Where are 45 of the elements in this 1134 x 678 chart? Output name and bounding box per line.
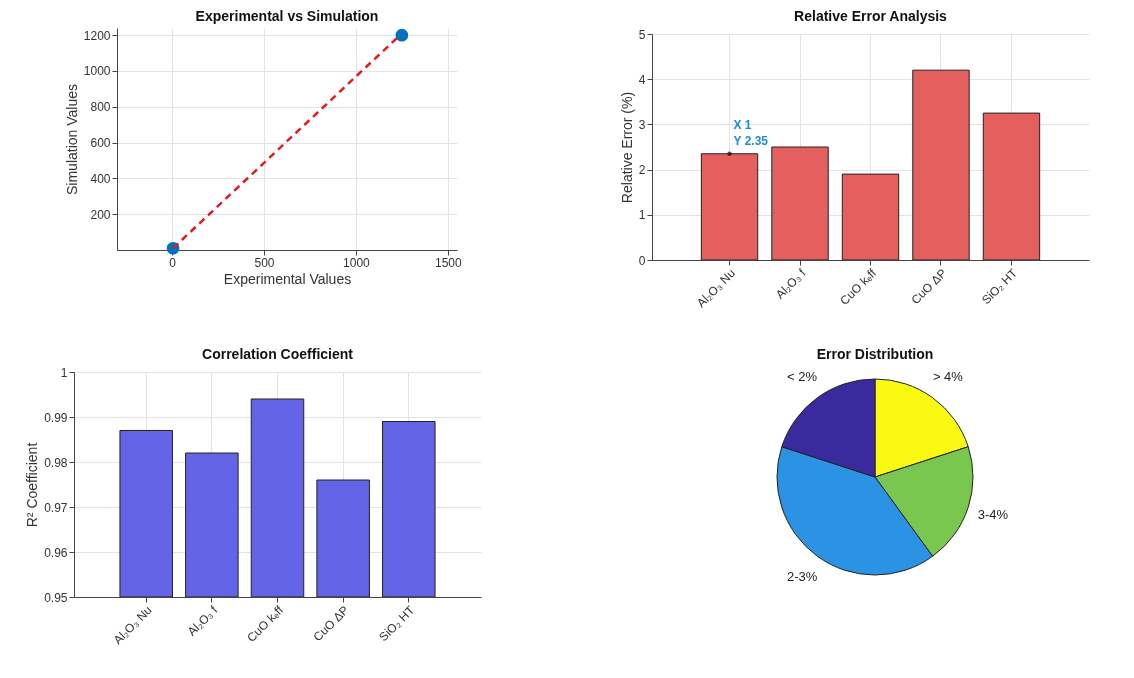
slice-label: > 4%	[932, 368, 964, 384]
x-tick-label: 1000	[343, 255, 371, 270]
y-tick-label: 3	[638, 117, 646, 132]
bar	[841, 173, 900, 260]
y-tick-label: 600	[90, 136, 111, 151]
y-axis-title: Simulation Values	[63, 83, 80, 196]
x-tick-label: CuO ΔP	[908, 266, 950, 308]
y-tick-label: 800	[90, 100, 111, 115]
x-tick-label: CuO kₑff	[244, 602, 287, 645]
x-axis-title: Experimental Values	[223, 270, 352, 287]
chart-title: Correlation Coefficient	[202, 346, 354, 362]
y-tick-label: 1200	[83, 28, 111, 43]
y-tick-label: 1	[638, 208, 646, 223]
slice-label: 2-3%	[786, 569, 818, 585]
x-tick-label: SiO₂ HT	[978, 265, 1021, 308]
chart-title: Relative Error Analysis	[794, 8, 948, 24]
chart-title: Error Distribution	[816, 346, 934, 362]
slice-label: 3-4%	[977, 507, 1009, 523]
y-tick-label: 200	[90, 207, 111, 222]
x-tick-label: SiO₂ HT	[376, 602, 418, 645]
y-tick-label: 0.95	[44, 590, 68, 605]
y-tick-label: 2	[638, 163, 646, 178]
y-axis-title: R² Coefficient	[24, 442, 41, 528]
bar	[912, 69, 970, 260]
y-tick-label: 0.96	[44, 545, 68, 560]
y-tick-label: 0.97	[44, 500, 68, 515]
y-tick-label: 4	[638, 72, 646, 87]
bar	[771, 146, 829, 260]
bar	[700, 153, 759, 260]
y-axis-title: Relative Error (%)	[618, 91, 635, 204]
y-tick-label: 1000	[83, 64, 111, 79]
x-tick-label: 500	[254, 255, 275, 270]
x-tick-label: CuO ΔP	[310, 603, 352, 645]
y-tick-label: 400	[90, 171, 111, 186]
bar	[982, 112, 1041, 260]
y-tick-label: 5	[638, 27, 646, 42]
y-tick-label: 0.99	[44, 410, 68, 425]
x-tick-label: 1500	[434, 255, 462, 270]
y-tick-label: 1	[60, 365, 68, 380]
annotation: X 1 Y 2.35	[733, 117, 769, 148]
chart-title: Experimental vs Simulation	[195, 8, 379, 24]
y-tick-label: 0.98	[44, 455, 68, 470]
x-tick-label: CuO kₑff	[837, 265, 880, 308]
slice-label: < 2%	[787, 368, 818, 384]
x-tick-label: 0	[169, 255, 177, 270]
